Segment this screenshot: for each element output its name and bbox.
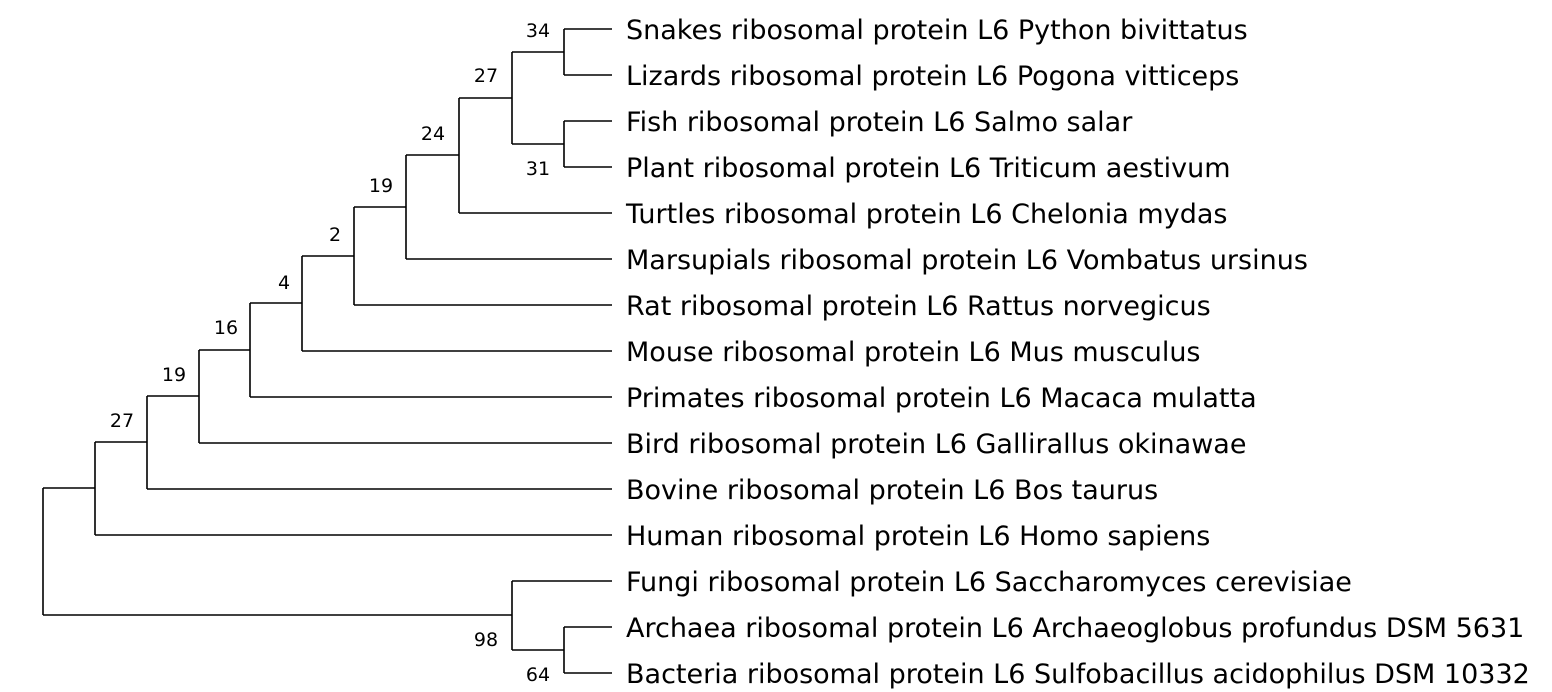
node-with-bovine	[95, 396, 148, 489]
support-four-taxa: 27	[474, 65, 498, 87]
node-with-rat	[302, 207, 355, 305]
node-fungi-prokaryotes	[43, 581, 513, 650]
support-with-rat: 2	[329, 224, 341, 246]
leaf-label-bacteria: Bacteria ribosomal protein L6 Sulfobacil…	[626, 659, 1530, 690]
node-fish-plant	[512, 121, 565, 167]
leaf-label-human: Human ribosomal protein L6 Homo sapiens	[626, 521, 1210, 552]
leaf-label-plant: Plant ribosomal protein L6 Triticum aest…	[626, 153, 1231, 184]
support-fungi-prokaryotes: 98	[474, 629, 498, 651]
leaf-label-archaea: Archaea ribosomal protein L6 Archaeoglob…	[626, 613, 1524, 644]
node-with-bird	[147, 350, 200, 443]
support-with-marsupials: 19	[369, 175, 393, 197]
node-with-primates	[199, 303, 251, 397]
leaf-label-bovine: Bovine ribosomal protein L6 Bos taurus	[626, 475, 1158, 506]
leaf-label-turtles: Turtles ribosomal protein L6 Chelonia my…	[625, 199, 1227, 230]
node-with-mouse	[250, 256, 303, 351]
leaf-label-primates: Primates ribosomal protein L6 Macaca mul…	[626, 383, 1257, 414]
leaf-label-lizards: Lizards ribosomal protein L6 Pogona vitt…	[626, 61, 1239, 92]
leaf-label-marsupials: Marsupials ribosomal protein L6 Vombatus…	[626, 245, 1308, 276]
leaf-labels: Snakes ribosomal protein L6 Python bivit…	[625, 15, 1530, 690]
support-values: 34 31 27 24 19 2 4 16 19 27 64 98	[110, 20, 550, 686]
leaf-label-snakes: Snakes ribosomal protein L6 Python bivit…	[626, 15, 1248, 46]
leaf-label-fish: Fish ribosomal protein L6 Salmo salar	[626, 107, 1133, 138]
tree-branches	[42, 28, 612, 674]
support-fish-plant: 31	[526, 158, 550, 180]
support-with-mouse: 4	[278, 272, 290, 294]
node-archaea-bacteria	[512, 627, 565, 673]
leaf-label-bird: Bird ribosomal protein L6 Gallirallus ok…	[626, 429, 1246, 460]
leaf-label-rat: Rat ribosomal protein L6 Rattus norvegic…	[626, 291, 1211, 322]
node-snakes-lizards	[512, 29, 565, 75]
leaf-label-fungi: Fungi ribosomal protein L6 Saccharomyces…	[626, 567, 1352, 598]
node-four-taxa	[459, 52, 513, 144]
support-with-turtles: 24	[421, 123, 445, 145]
leaf-label-mouse: Mouse ribosomal protein L6 Mus musculus	[626, 337, 1201, 368]
support-with-primates: 16	[214, 317, 238, 339]
support-with-bird: 19	[162, 364, 186, 386]
support-archaea-bacteria: 64	[526, 664, 550, 686]
node-with-marsupials	[354, 155, 407, 259]
support-with-bovine: 27	[110, 410, 134, 432]
node-with-turtles	[406, 98, 460, 213]
support-snakes-lizards: 34	[526, 20, 550, 42]
node-with-human	[43, 442, 96, 535]
